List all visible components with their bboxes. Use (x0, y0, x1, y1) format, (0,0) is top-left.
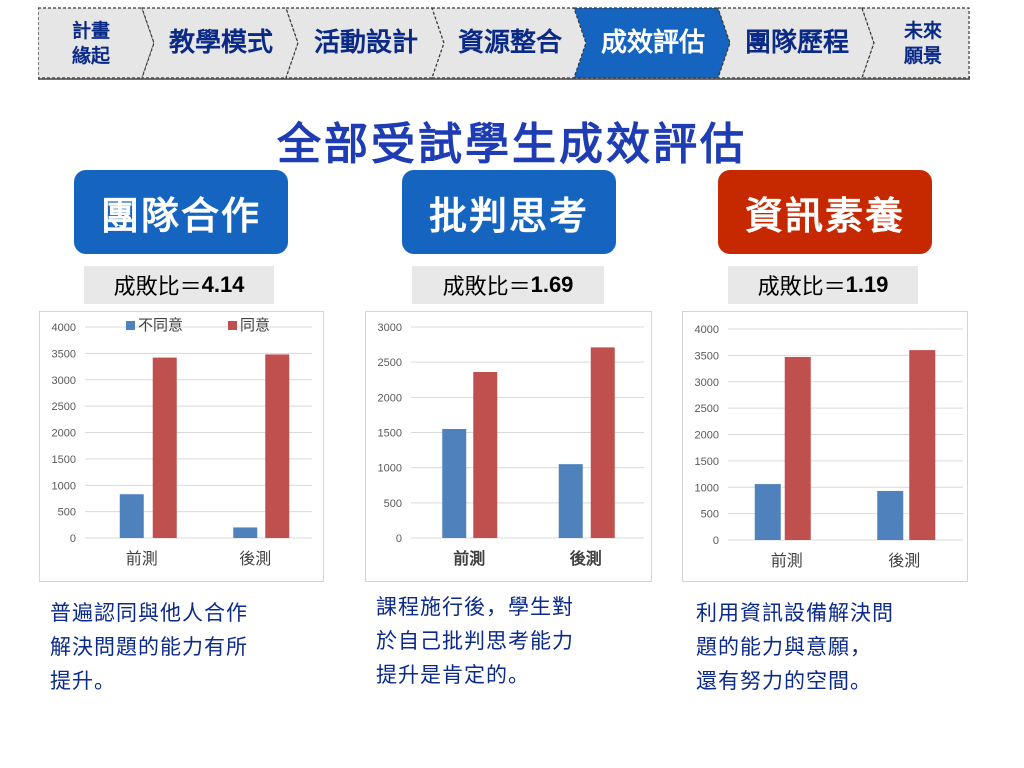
badge-critical-thinking: 批判思考 (402, 170, 616, 254)
y-tick-label: 4000 (695, 324, 719, 336)
y-tick-label: 0 (713, 535, 719, 547)
legend-swatch (228, 321, 237, 330)
bar-disagree (233, 527, 258, 538)
y-tick-label: 500 (701, 509, 719, 521)
page-title: 全部受試學生成效評估 (277, 119, 747, 170)
y-tick-label: 1500 (695, 456, 719, 468)
category-label: 後測 (888, 552, 920, 570)
description-line: 解決問題的能力有所 (50, 635, 248, 659)
y-tick-label: 2500 (378, 357, 402, 369)
y-tick-label: 1000 (52, 480, 76, 492)
y-tick-label: 2500 (695, 403, 719, 415)
y-tick-label: 2000 (695, 430, 719, 442)
ratio-prefix: 成敗比＝ (442, 274, 531, 299)
y-tick-label: 1500 (52, 454, 76, 466)
y-tick-label: 3500 (695, 350, 719, 362)
y-tick-label: 2500 (52, 401, 76, 413)
y-tick-label: 2000 (378, 392, 402, 404)
y-tick-label: 500 (58, 507, 76, 519)
tab-future-vision[interactable]: 未來 願景 (903, 20, 942, 67)
description-line: 提升。 (50, 669, 116, 693)
category-label: 前測 (126, 550, 158, 568)
bar-agree (784, 356, 811, 540)
bar-agree (265, 354, 290, 538)
tab-teaching-model[interactable]: 教學模式 (168, 28, 273, 59)
description-line: 題的能力與意願， (696, 635, 872, 659)
y-tick-label: 3000 (52, 375, 76, 387)
category-label: 前測 (771, 552, 803, 570)
description-line: 於自己批判思考能力 (376, 629, 574, 653)
description-line: 還有努力的空間。 (696, 669, 872, 693)
y-tick-label: 3000 (378, 322, 402, 334)
nav-shapes (38, 7, 970, 80)
chart-svg: 0 500 1000 1500 2000 2500 3000 3500 4000 前測 後測 不同意 同… (52, 316, 312, 568)
y-tick-label: 0 (70, 533, 76, 545)
tab-team-journey[interactable]: 團隊歷程 (744, 28, 849, 59)
chart-information-literacy: 0 500 1000 1500 2000 2500 3000 3500 4000 前測 後測 (682, 311, 968, 582)
ratio-critical-thinking: 成敗比＝ 1.69 (412, 266, 604, 304)
chart-svg: 0 500 1000 1500 2000 2500 3000 3500 4000 前測 後測 (695, 324, 963, 570)
badge-teamwork: 團隊合作 (74, 170, 288, 254)
description-line: 提升是肯定的。 (376, 663, 530, 687)
bar-agree (473, 372, 498, 538)
ratio-value: 1.19 (845, 272, 889, 297)
y-tick-label: 0 (396, 533, 402, 545)
ratio-value: 1.69 (530, 272, 574, 297)
ratio-prefix: 成敗比＝ (757, 274, 846, 299)
y-tick-label: 1500 (378, 428, 402, 440)
ratio-prefix: 成敗比＝ (113, 274, 202, 299)
category-label: 後測 (239, 550, 271, 568)
chart-svg: 0 500 1000 1500 2000 2500 3000 前測 後測 (378, 322, 644, 568)
bar-disagree (442, 428, 467, 538)
legend-swatch (126, 321, 135, 330)
category-label: 後測 (570, 549, 602, 568)
y-tick-label: 500 (384, 498, 402, 510)
description-line: 課程施行後，學生對 (376, 595, 574, 619)
y-tick-label: 3500 (52, 348, 76, 360)
tab-plan-origin-shape[interactable] (38, 7, 155, 79)
description-critical-thinking: 課程施行後，學生對 於自己批判思考能力 提升是肯定的。 (376, 590, 646, 692)
bar-disagree (558, 464, 583, 538)
category-label: 前測 (453, 549, 485, 568)
y-tick-label: 2000 (52, 428, 76, 440)
description-information-literacy: 利用資訊設備解決問 題的能力與意願， 還有努力的空間。 (696, 596, 966, 698)
bar-agree (909, 350, 936, 540)
legend-label: 同意 (240, 316, 270, 334)
tab-activity-design[interactable]: 活動設計 (313, 28, 418, 59)
tab-future-vision-shape[interactable] (861, 7, 970, 79)
y-tick-label: 1000 (695, 482, 719, 494)
bar-agree (152, 357, 177, 538)
bar-disagree (119, 494, 144, 538)
badge-information-literacy: 資訊素養 (718, 170, 932, 254)
bar-agree (590, 347, 615, 538)
tab-effectiveness-evaluation[interactable]: 成效評估 (600, 28, 705, 59)
ratio-information-literacy: 成敗比＝ 1.19 (728, 266, 918, 304)
tab-resource-integration[interactable]: 資源整合 (457, 28, 562, 59)
ratio-value: 4.14 (201, 272, 245, 297)
y-tick-label: 1000 (378, 463, 402, 475)
tab-plan-origin[interactable]: 計畫 緣起 (71, 20, 110, 67)
section-nav: 計畫 緣起 教學模式 活動設計 資源整合 成效評估 團隊歷程 未來 願景 (38, 4, 970, 80)
legend-label: 不同意 (138, 316, 183, 334)
description-line: 普遍認同與他人合作 (50, 601, 248, 625)
bar-disagree (754, 484, 781, 540)
y-tick-label: 3000 (695, 377, 719, 389)
y-tick-label: 4000 (52, 322, 76, 334)
description-line: 利用資訊設備解決問 (696, 601, 894, 625)
ratio-teamwork: 成敗比＝ 4.14 (84, 266, 274, 304)
bar-disagree (877, 490, 904, 540)
chart-teamwork: 0 500 1000 1500 2000 2500 3000 3500 4000 前測 後測 不同意 同… (39, 311, 324, 582)
description-teamwork: 普遍認同與他人合作 解決問題的能力有所 提升。 (50, 596, 320, 698)
chart-critical-thinking: 0 500 1000 1500 2000 2500 3000 前測 後測 (365, 311, 652, 582)
